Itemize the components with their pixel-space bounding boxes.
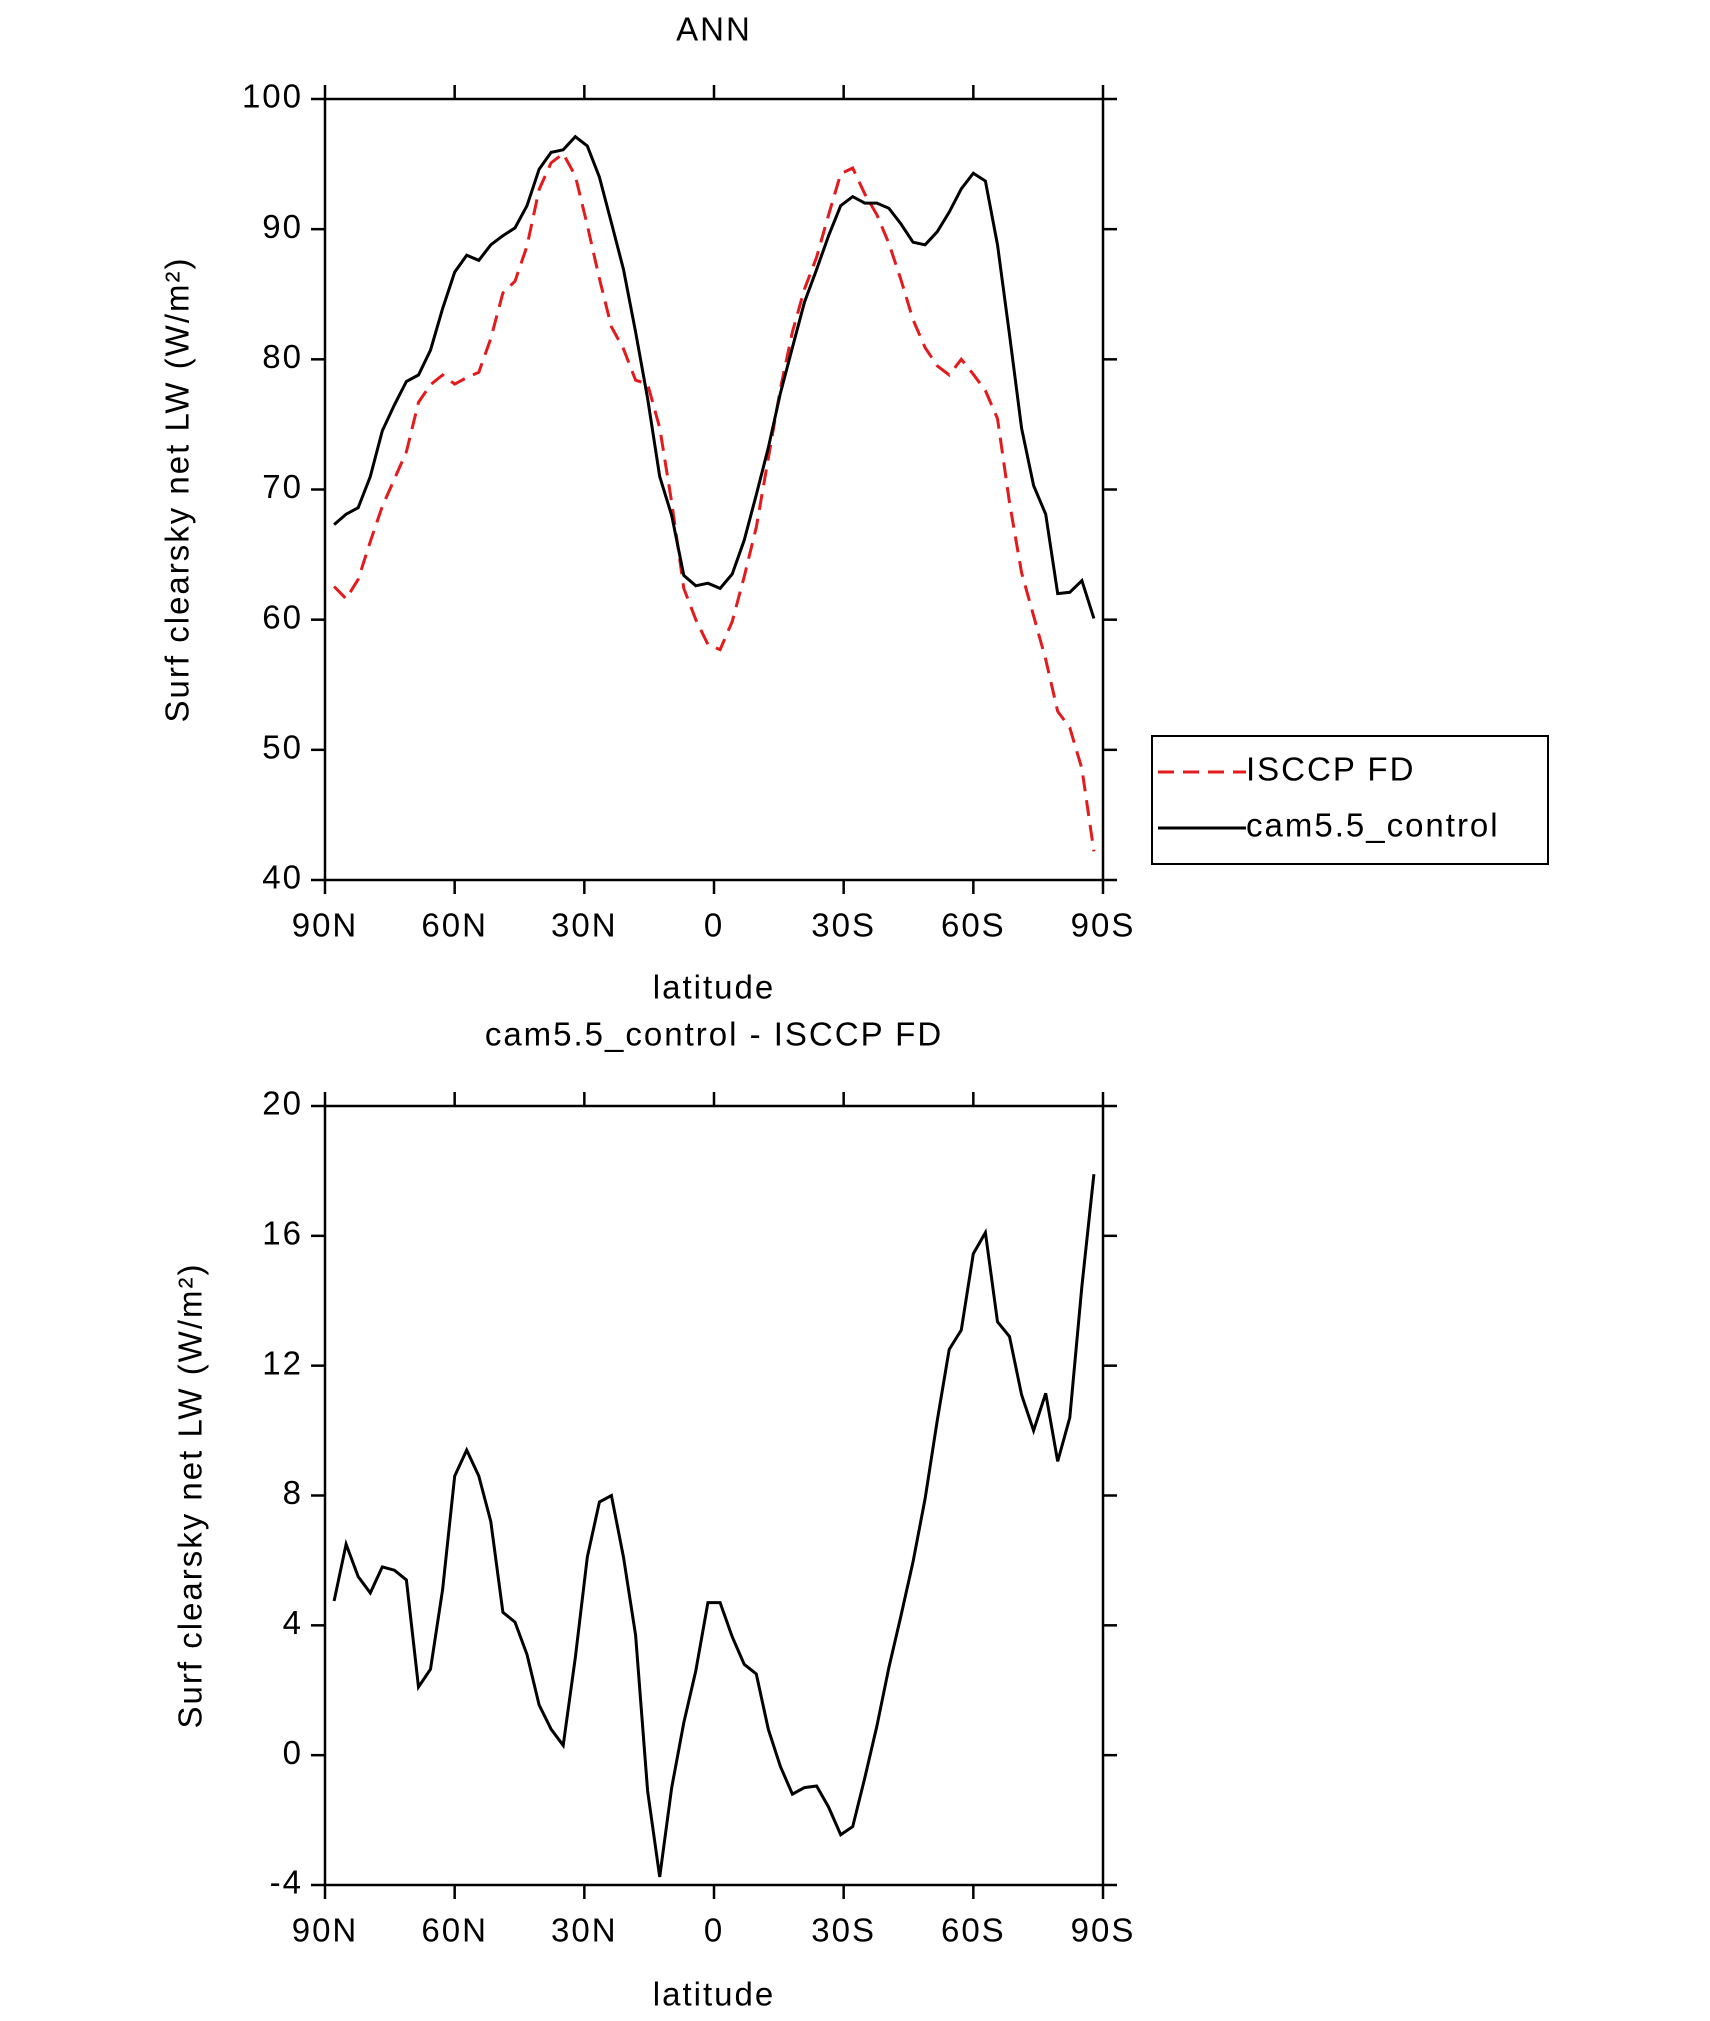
- legend-frame: [1151, 735, 1549, 865]
- y-tick-label: 40: [262, 859, 303, 896]
- plot-frame: [323, 1104, 1105, 1887]
- chart-title: ANN: [676, 11, 752, 48]
- y-tick-label: 12: [262, 1344, 303, 1381]
- y-axis-label: Surf clearsky net LW (W/m²): [159, 257, 196, 723]
- y-tick-label: 4: [283, 1604, 303, 1641]
- x-tick-label: 60S: [941, 907, 1006, 944]
- x-tick-label: 90N: [292, 1912, 359, 1949]
- x-tick-label: 90S: [1071, 1912, 1136, 1949]
- y-tick-label: 50: [262, 729, 303, 766]
- x-axis-label: latitude: [653, 1976, 775, 2013]
- x-tick-label: 30S: [811, 907, 876, 944]
- y-tick-label: 0: [283, 1734, 303, 1771]
- x-tick-label: 90N: [292, 907, 359, 944]
- x-tick-label: 0: [704, 1912, 724, 1949]
- y-tick-label: 16: [262, 1215, 303, 1252]
- x-tick-label: 90S: [1071, 907, 1136, 944]
- y-tick-label: 80: [262, 338, 303, 375]
- chart-title: cam5.5_control - ISCCP FD: [485, 1016, 943, 1053]
- x-tick-label: 60N: [421, 907, 488, 944]
- y-tick-label: 60: [262, 598, 303, 635]
- x-tick-label: 30N: [551, 907, 618, 944]
- x-axis-label: latitude: [653, 969, 775, 1006]
- plot: cam5.5_control - ISCCP FD latitude Surf cl…: [172, 1016, 1136, 2013]
- plot-frame: [323, 97, 1105, 882]
- x-tick-label: 60S: [941, 1912, 1006, 1949]
- y-tick-label: 70: [262, 468, 303, 505]
- y-axis-label: Surf clearsky net LW (W/m²): [172, 1263, 209, 1729]
- legend: ISCCP FD cam5.5_control: [1151, 735, 1549, 865]
- y-tick-label: 90: [262, 208, 303, 245]
- y-tick-label: 20: [262, 1085, 303, 1122]
- y-tick-label: 100: [242, 78, 303, 115]
- x-tick-label: 60N: [421, 1912, 488, 1949]
- x-tick-label: 30S: [811, 1912, 876, 1949]
- legend-label: cam5.5_control: [1246, 807, 1500, 844]
- x-tick-label: 0: [704, 907, 724, 944]
- series-line: [332, 1174, 1096, 1878]
- x-tick-label: 30N: [551, 1912, 618, 1949]
- series-line: [333, 151, 1096, 852]
- y-tick-label: -4: [270, 1864, 303, 1901]
- legend-label: ISCCP FD: [1246, 751, 1415, 788]
- plot: ANN latitude Surf clearsky net LW (W/m²) 40…: [159, 11, 1549, 1006]
- series-line: [333, 134, 1096, 619]
- y-tick-label: 8: [283, 1474, 303, 1511]
